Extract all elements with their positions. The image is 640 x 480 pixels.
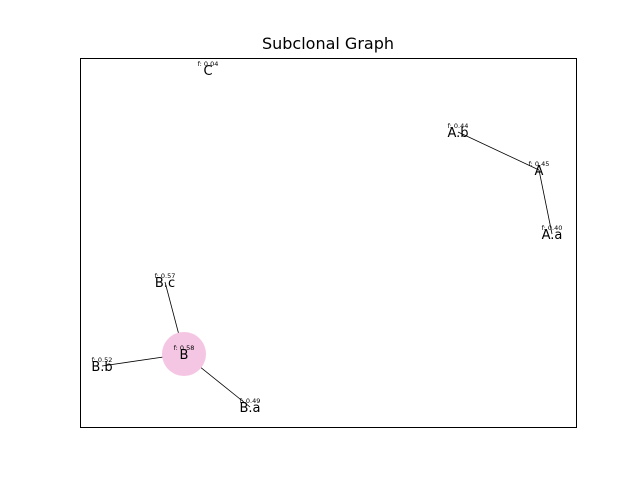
- node-b-c: f: 0.57B.c: [155, 272, 176, 291]
- node-frequency-label: f: 0.52: [92, 356, 113, 364]
- node-frequency-label: f: 0.57: [155, 272, 176, 280]
- node-label: C: [203, 64, 212, 79]
- node-frequency-label: f: 0.58: [174, 344, 195, 352]
- node-a-b: f: 0.44A.b: [447, 122, 468, 141]
- node-label: A.b: [447, 126, 468, 141]
- node-label: A: [535, 164, 544, 179]
- edge-a-to-a-b: [457, 131, 540, 171]
- edge-a-to-a-a: [538, 169, 553, 235]
- node-a-a: f: 0.40A.a: [542, 224, 563, 243]
- node-b: f: 0.58B: [162, 332, 206, 376]
- node-label: B: [180, 348, 189, 363]
- node-c: f: 0.04C: [198, 60, 219, 79]
- node-highlight-circle: [162, 332, 206, 376]
- node-frequency-label: f: 0.45: [529, 160, 550, 168]
- node-a: f: 0.45A: [529, 160, 550, 179]
- node-frequency-label: f: 0.44: [448, 122, 469, 130]
- node-label: B.c: [155, 276, 175, 291]
- node-frequency-label: f: 0.40: [542, 224, 563, 232]
- node-label: B.a: [239, 401, 260, 416]
- plot-frame: [80, 58, 577, 428]
- node-frequency-label: f: 0.04: [198, 60, 219, 68]
- node-b-a: f: 0.49B.a: [239, 397, 260, 416]
- node-label: B.b: [91, 360, 112, 375]
- graph-title: Subclonal Graph: [262, 34, 394, 53]
- node-b-b: f: 0.52B.b: [91, 356, 112, 375]
- node-frequency-label: f: 0.49: [240, 397, 261, 405]
- node-label: A.a: [542, 228, 563, 243]
